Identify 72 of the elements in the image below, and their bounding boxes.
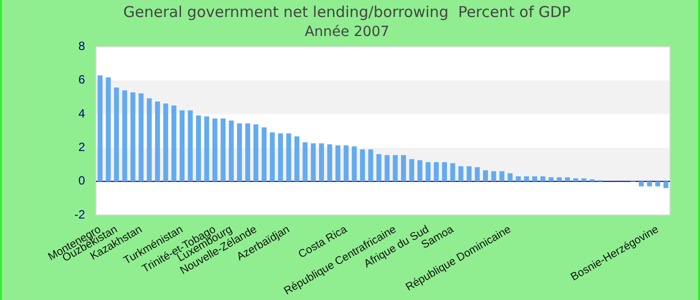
bar	[524, 176, 529, 182]
y-tick-label: 0	[78, 174, 86, 188]
bar	[384, 155, 390, 182]
bar	[310, 143, 316, 182]
bar	[556, 177, 562, 182]
bar	[540, 176, 546, 182]
bar	[442, 162, 447, 182]
y-tick-label: 4	[78, 106, 86, 120]
bar	[548, 177, 554, 182]
y-tick-label: 8	[78, 39, 86, 54]
bar	[253, 124, 258, 182]
chart-title: General government net lending/borrowing Percent of GDP	[123, 2, 571, 21]
bar	[335, 145, 340, 182]
bar	[573, 178, 578, 182]
bar	[474, 167, 480, 182]
bar	[466, 166, 472, 182]
bar	[180, 110, 185, 182]
bar	[417, 160, 422, 182]
bar	[401, 155, 406, 182]
bar	[499, 171, 504, 182]
bar	[647, 181, 652, 186]
bar	[286, 133, 292, 182]
bar	[352, 146, 357, 182]
bar	[138, 93, 144, 182]
bar	[565, 177, 570, 182]
y-tick-label: 6	[78, 72, 86, 87]
bar	[196, 115, 201, 182]
bar	[392, 155, 398, 182]
bar	[458, 166, 464, 182]
bar	[114, 88, 119, 182]
bar	[368, 149, 374, 182]
bar	[663, 181, 668, 188]
bar	[516, 176, 521, 182]
chart-subtitle: Année 2007	[304, 24, 390, 40]
bar	[434, 162, 439, 182]
bar	[294, 136, 300, 182]
bar	[483, 170, 488, 182]
bar	[171, 105, 176, 182]
y-tick-label: -2	[74, 207, 86, 222]
bar	[532, 176, 538, 182]
bar	[212, 118, 218, 182]
bar	[163, 103, 168, 182]
bar	[204, 116, 210, 182]
bar	[508, 173, 513, 182]
bar	[237, 123, 242, 182]
bar	[426, 162, 431, 182]
bar	[638, 181, 644, 186]
bar	[376, 154, 382, 182]
bar	[98, 75, 103, 182]
bar	[130, 92, 136, 182]
bar	[278, 133, 283, 182]
bar	[228, 120, 234, 182]
bar	[581, 178, 586, 182]
bar	[155, 101, 160, 182]
bar	[491, 171, 496, 182]
bar	[327, 144, 332, 182]
bar	[270, 132, 275, 182]
y-tick-label: 2	[78, 140, 86, 154]
bar	[319, 143, 324, 182]
bar	[188, 110, 193, 182]
bar	[146, 98, 152, 182]
bar	[344, 145, 349, 182]
bar	[220, 118, 226, 182]
bar	[122, 90, 128, 182]
bar	[302, 142, 308, 182]
bar	[450, 163, 456, 182]
bar	[245, 123, 250, 182]
bar	[360, 149, 365, 182]
bar	[409, 159, 414, 182]
bar	[106, 77, 111, 182]
bar	[655, 181, 660, 186]
bar	[262, 127, 267, 182]
